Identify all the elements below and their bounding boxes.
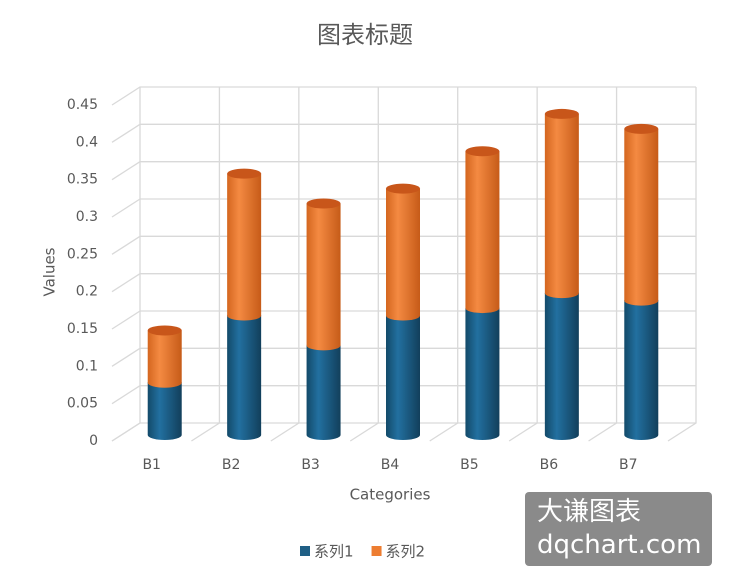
y-axis-title: Values (41, 247, 59, 296)
x-tick-label: B3 (301, 457, 320, 473)
y-tick-label: 0.45 (67, 97, 98, 113)
x-tick-label: B6 (540, 457, 559, 473)
floor-line (667, 87, 697, 442)
cylinder-segment (306, 198, 341, 351)
cylinder-body (227, 315, 262, 440)
cylinder-top (306, 198, 341, 209)
grid-line (111, 235, 696, 255)
legend-label: 系列2 (386, 543, 426, 561)
cylinder-segment (465, 146, 500, 314)
legend-swatch (300, 546, 310, 556)
cylinder-body (624, 128, 659, 306)
cylinder-body (465, 308, 500, 440)
floor-line (191, 87, 221, 442)
grid-line (111, 310, 696, 330)
cylinder-body (544, 293, 579, 440)
x-tick-label: B2 (222, 457, 241, 473)
grid-line (111, 86, 696, 106)
cylinder-top (147, 325, 182, 336)
cylinder-segment (306, 340, 341, 440)
x-tick-label: B5 (460, 457, 479, 473)
y-tick-label: 0.2 (76, 284, 98, 300)
grid-line (111, 161, 696, 181)
grid-line (111, 385, 696, 405)
cylinder-segment (624, 295, 659, 440)
watermark-line: dqchart.com (537, 530, 702, 560)
y-tick-label: 0 (89, 433, 98, 449)
legend-swatch (371, 546, 382, 556)
x-tick-label: B1 (142, 457, 161, 473)
cylinder-top (624, 123, 659, 134)
grid-line (111, 198, 696, 218)
cylinder-top (386, 183, 420, 194)
cylinder-body (386, 315, 420, 440)
cylinder-body (147, 330, 182, 388)
y-tick-label: 0.15 (67, 321, 98, 337)
y-tick-label: 0.1 (76, 358, 98, 374)
floor-line (270, 87, 300, 442)
x-tick-label: B4 (381, 457, 400, 473)
cylinder-segment (147, 325, 182, 388)
cylinder-segment (386, 310, 420, 440)
y-tick-label: 0.35 (67, 172, 98, 188)
grid-line (111, 422, 696, 442)
cylinder-body (624, 300, 659, 440)
cylinder-body (544, 113, 579, 299)
y-tick-label: 0.25 (67, 246, 98, 262)
chart-title: 图表标题 (317, 21, 413, 49)
cylinder-body (227, 173, 262, 321)
y-tick-label: 0.05 (67, 396, 98, 412)
x-axis-title: Categories (350, 486, 431, 504)
cylinder-segment (624, 123, 659, 306)
cylinder-segment (465, 303, 500, 440)
y-tick-label: 0.3 (76, 209, 98, 225)
watermark: 大谦图表 dqchart.com (525, 492, 712, 566)
watermark-line: 大谦图表 (537, 497, 642, 527)
cylinder-top (544, 108, 579, 119)
cylinder-segment (227, 168, 262, 321)
cylinder-body (386, 188, 420, 321)
cylinder-body (306, 203, 341, 351)
floor-line (508, 87, 538, 442)
cylinder-segment (544, 288, 579, 440)
cylinder-top (465, 146, 500, 157)
grid-line (111, 123, 696, 143)
cylinder-segment (544, 108, 579, 299)
floor-line (349, 87, 379, 442)
x-tick-label: B7 (619, 457, 638, 473)
legend: 系列1 系列2 (300, 543, 425, 561)
cylinder-body (465, 151, 500, 314)
cylinder-body (306, 345, 341, 440)
cylinder-body (147, 382, 182, 440)
legend-label: 系列1 (314, 543, 354, 561)
cylinder-top (227, 168, 262, 179)
plot-area: 0 0.05 0.1 0.15 0.2 0.25 0.3 0.35 0.4 0.45 B1 B2 B3 B… (67, 86, 697, 473)
cylinder-segment (386, 183, 420, 321)
floor-line (588, 87, 618, 442)
cylinder-segment (227, 310, 262, 440)
y-tick-label: 0.4 (76, 134, 98, 150)
grid-line (111, 273, 696, 293)
floor-line (429, 87, 459, 442)
grid-line (111, 347, 696, 367)
